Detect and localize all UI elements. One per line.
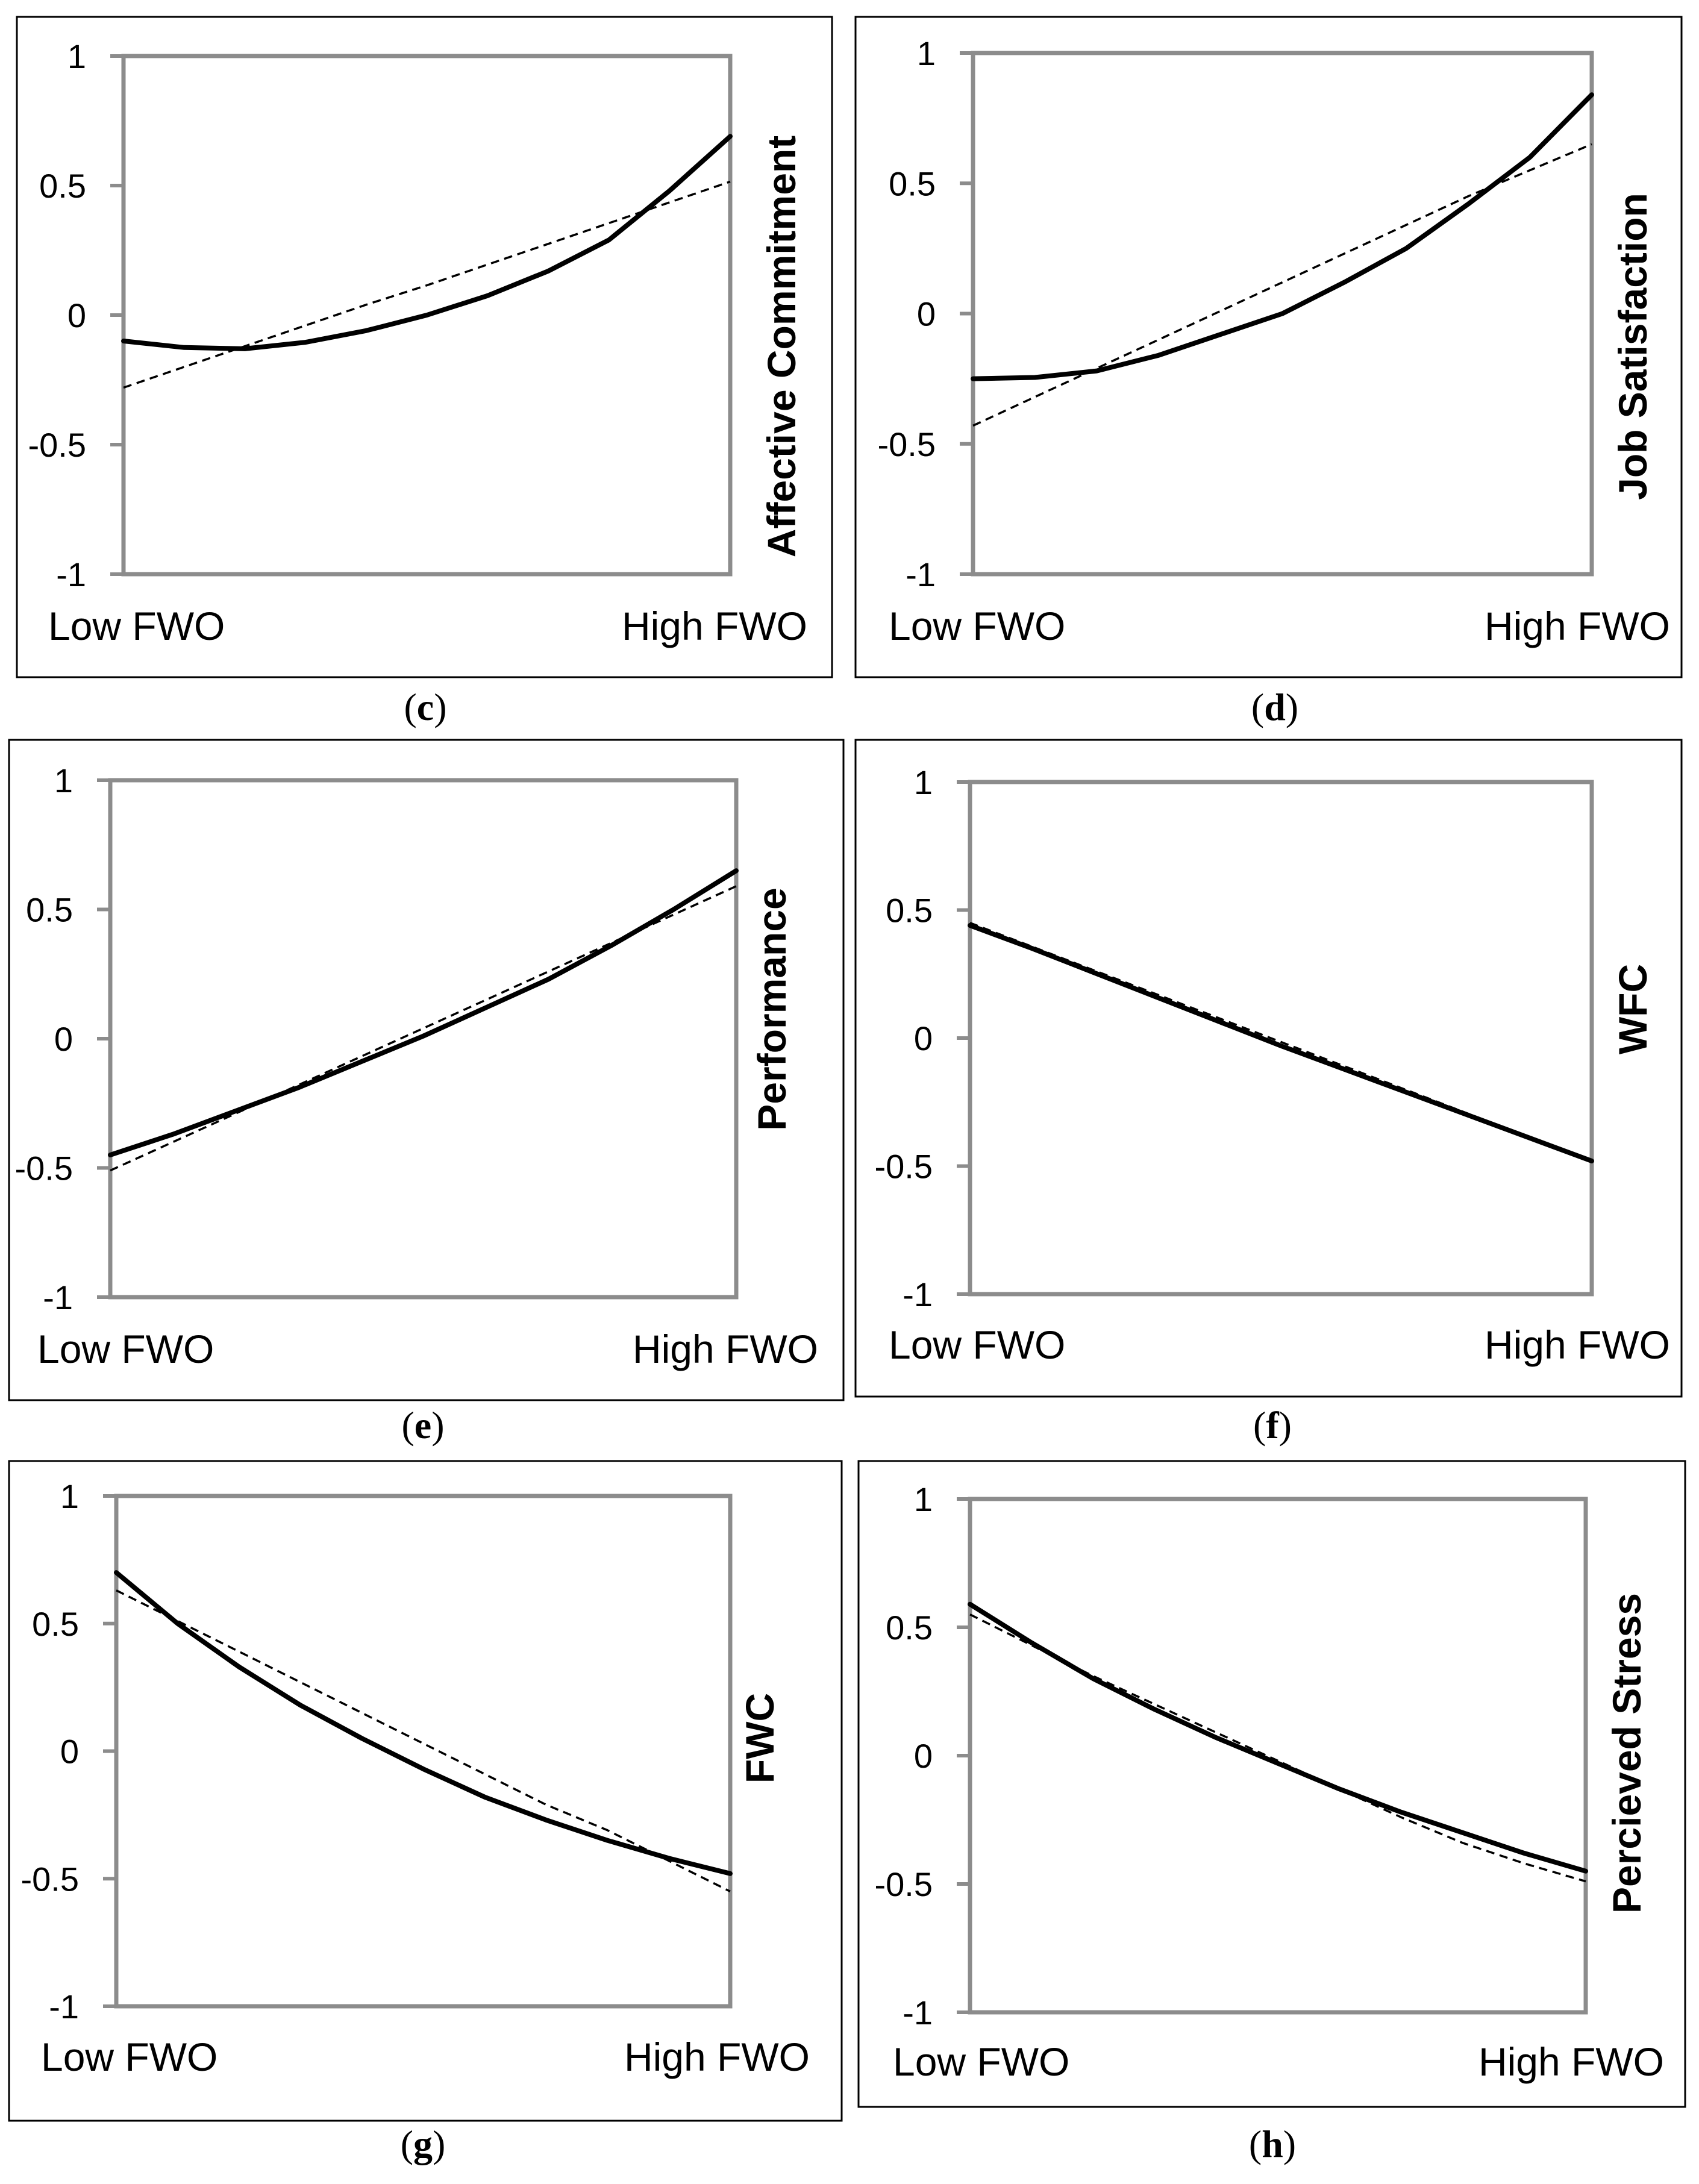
y-axis-label: Affective Commitment — [759, 136, 804, 557]
series-line-linear — [972, 143, 1592, 427]
y-tick-label: 0 — [67, 296, 86, 334]
panel-caption: (c) — [404, 686, 446, 728]
y-axis-label: Performance — [749, 887, 794, 1131]
chart-panel-f: 1 0.5 0 -0.5 -1 Low FWO High FWO WFC (f) — [854, 739, 1683, 1447]
y-tick-label: 0.5 — [39, 167, 86, 205]
x-tick-label-high: High FWO — [633, 1327, 818, 1371]
x-tick-label-high: High FWO — [1485, 1322, 1670, 1367]
y-tick-label: -1 — [49, 1988, 79, 2026]
y-tick-label: -1 — [43, 1278, 73, 1316]
panel-caption: (g) — [401, 2123, 446, 2165]
panel-frame — [857, 1460, 1686, 2108]
chart-panel-h: 1 0.5 0 -0.5 -1 Low FWO High FWO Percieved Stre… — [857, 1460, 1686, 2165]
panel-caption: (h) — [1249, 2123, 1296, 2165]
panel-frame — [854, 739, 1683, 1398]
y-tick-label: 0.5 — [886, 1609, 933, 1647]
y-tick-label: 1 — [917, 34, 936, 72]
chart-panel-e: 1 0.5 0 -0.5 -1 Low FWO High FWO Performance (e) — [8, 739, 845, 1447]
chart-panel-d: 1 0.5 0 -0.5 -1 Low FWO High FWO Job Satisfacti… — [854, 16, 1683, 728]
y-tick-label: 1 — [60, 1477, 79, 1515]
y-tick-label: 0.5 — [886, 892, 933, 930]
plot-area — [114, 1494, 733, 2009]
y-tick-label: 1 — [914, 763, 933, 801]
series-line-quadratic — [121, 134, 733, 351]
series-line-linear — [123, 180, 731, 389]
y-tick-label: -1 — [56, 555, 86, 593]
panel-caption: (d) — [1251, 686, 1298, 728]
panel-frame — [8, 1460, 843, 2122]
series-line-quadratic — [968, 1601, 1588, 1874]
y-tick-label: 0 — [914, 1019, 933, 1057]
panel-caption: (f) — [1253, 1404, 1292, 1447]
x-tick-label-high: High FWO — [624, 2035, 810, 2079]
series-line-quadratic — [968, 923, 1594, 1163]
plot-area — [968, 1497, 1588, 2015]
x-tick-label-low: Low FWO — [41, 2035, 217, 2079]
y-tick-label: -0.5 — [21, 1860, 80, 1898]
y-tick-label: -0.5 — [28, 426, 87, 464]
y-axis-label: WFC — [1610, 964, 1655, 1054]
panel-caption: (e) — [401, 1404, 444, 1447]
chart-panel-c: 1 0.5 0 -0.5 -1 Low FWO High FWO Affective Comm… — [16, 16, 833, 728]
y-tick-label: -1 — [903, 1994, 933, 2032]
series-line-linear — [116, 1589, 731, 1892]
y-axis-label: Job Satisfaction — [1610, 193, 1655, 500]
y-axis-label: Percieved Stress — [1604, 1593, 1649, 1913]
y-tick-label: -0.5 — [875, 1865, 933, 1903]
y-axis-label: FWC — [737, 1693, 782, 1783]
y-tick-label: -0.5 — [875, 1148, 933, 1186]
y-tick-label: -0.5 — [15, 1150, 74, 1187]
y-tick-label: 1 — [54, 762, 73, 799]
series-line-quadratic — [108, 868, 739, 1157]
x-tick-label-high: High FWO — [622, 604, 807, 648]
chart-panel-g: 1 0.5 0 -0.5 -1 Low FWO High FWO FWC (g) — [8, 1460, 843, 2165]
plot-area — [968, 780, 1594, 1297]
y-tick-label: -1 — [903, 1275, 933, 1313]
x-tick-label-low: Low FWO — [893, 2039, 1069, 2084]
y-tick-label: 1 — [67, 37, 86, 75]
y-tick-label: 0.5 — [32, 1605, 79, 1643]
series-line-quadratic — [971, 92, 1594, 381]
x-tick-label-high: High FWO — [1478, 2039, 1664, 2084]
panel-frame — [16, 16, 833, 678]
y-tick-label: -0.5 — [878, 425, 936, 463]
y-tick-label: 0 — [917, 295, 936, 333]
y-tick-label: 0 — [54, 1020, 73, 1058]
panel-frame — [854, 16, 1683, 678]
y-tick-label: 0.5 — [889, 164, 936, 202]
series-line-quadratic — [114, 1570, 733, 1876]
x-tick-label-low: Low FWO — [889, 1322, 1065, 1367]
panel-frame — [8, 739, 845, 1401]
x-tick-label-high: High FWO — [1485, 604, 1670, 648]
y-tick-label: 1 — [914, 1480, 933, 1518]
y-tick-label: 0.5 — [26, 891, 73, 929]
x-tick-label-low: Low FWO — [889, 604, 1065, 648]
x-tick-label-low: Low FWO — [48, 604, 225, 648]
y-tick-label: 0 — [914, 1737, 933, 1775]
x-tick-label-low: Low FWO — [37, 1327, 214, 1371]
y-tick-label: -1 — [906, 555, 936, 593]
y-tick-label: 0 — [60, 1733, 79, 1771]
